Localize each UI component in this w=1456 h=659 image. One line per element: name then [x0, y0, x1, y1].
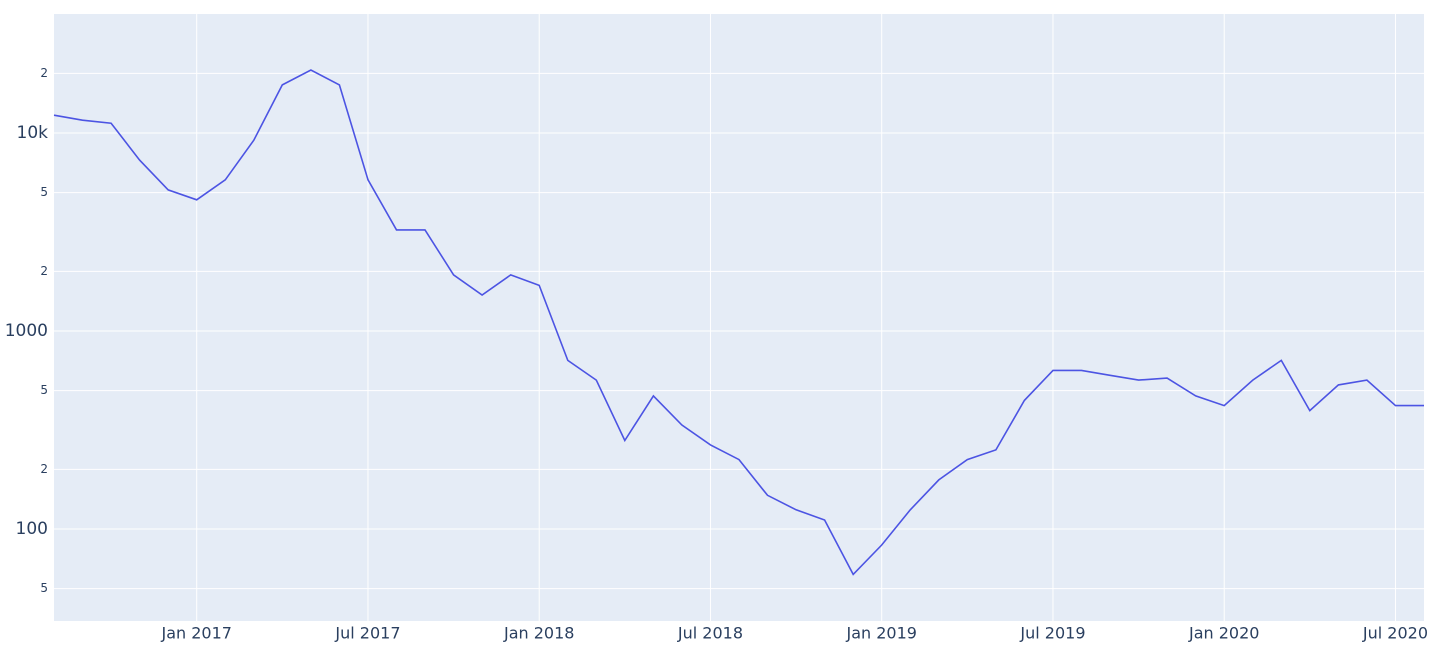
y-tick-label: 1000: [5, 321, 48, 341]
y-tick-label: 100: [16, 519, 48, 539]
y-tick-label: 2: [40, 66, 48, 80]
x-tick-label: Jan 2017: [160, 624, 231, 643]
x-tick-label: Jan 2019: [845, 624, 916, 643]
y-tick-label: 10k: [17, 123, 49, 143]
y-tick-label: 5: [40, 185, 48, 199]
y-tick-label: 5: [40, 383, 48, 397]
x-tick-label: Jan 2020: [1188, 624, 1259, 643]
plot-area: [54, 14, 1424, 621]
price-line: [53, 69, 1424, 576]
x-tick-label: Jul 2017: [334, 624, 400, 643]
x-tick-label: Jul 2018: [677, 624, 743, 643]
y-tick-label: 2: [40, 264, 48, 278]
x-tick-label: Jul 2019: [1019, 624, 1085, 643]
y-tick-label: 5: [40, 581, 48, 595]
y-tick-label: 2: [40, 462, 48, 476]
x-tick-label: Jan 2018: [503, 624, 574, 643]
x-tick-label: Jul 2020: [1362, 624, 1428, 643]
